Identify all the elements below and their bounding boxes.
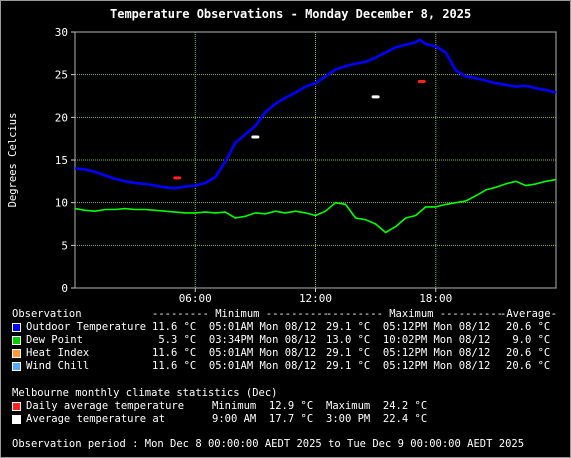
y-tick-label: 15 [55,154,68,167]
marker-daily-average-temperature [417,79,426,83]
legend-swatch-outdoor-temperature [12,323,21,332]
x-tick-label: 12:00 [299,292,332,305]
series-line-outdoor-temperature [74,38,557,190]
row-name-outdoor-temperature: Outdoor Temperature [26,321,147,333]
row-max-dew-point: 13.0 °C 10:02PM Mon 08/12 [326,334,491,346]
table-header-minimum: --------- Minimum ---------- [152,308,330,320]
legend-swatch-dew-point [12,336,21,345]
y-tick-label: 5 [61,239,68,252]
climate-label-average-at: Average temperature at [26,413,166,425]
climate-maximum-value: Maximum 24.2 °C [326,400,428,412]
observation-period: Observation period : Mon Dec 8 00:00:00 … [12,438,525,450]
climate-3pm-value: 3:00 PM 22.4 °C [326,413,428,425]
climate-heading: Melbourne monthly climate statistics (De… [12,387,278,399]
table-header-observation: Observation [12,308,82,320]
row-avg-outdoor-temperature: 20.6 °C [506,321,551,333]
row-name-wind-chill: Wind Chill [26,360,90,372]
row-avg-heat-index: 20.6 °C [506,347,551,359]
climate-minimum-value: Minimum 12.9 °C [212,400,314,412]
climate-label-daily-average: Daily average temperature [26,400,185,412]
climate-swatch-average-at [12,415,21,424]
row-min-heat-index: 11.6 °C 05:01AM Mon 08/12 [152,347,317,359]
x-tick-label: 06:00 [179,292,212,305]
climate-9am-value: 9:00 AM 17.7 °C [212,413,314,425]
table-header-average: -Average- [500,308,557,320]
x-tick-label: 18:00 [419,292,452,305]
y-tick-label: 0 [61,282,68,295]
table-header-maximum: --------- Maximum ---------- [326,308,504,320]
series-line-dew-point [74,178,557,234]
row-max-wind-chill: 29.1 °C 05:12PM Mon 08/12 [326,360,491,372]
y-tick-label: 10 [55,197,68,210]
chart-title: Temperature Observations - Monday Decemb… [110,7,472,21]
row-avg-dew-point: 9.0 °C [506,334,551,346]
row-name-dew-point: Dew Point [26,334,83,346]
row-name-heat-index: Heat Index [26,347,90,359]
marker-daily-average-temperature [173,176,182,180]
row-min-wind-chill: 11.6 °C 05:01AM Mon 08/12 [152,360,317,372]
row-min-outdoor-temperature: 11.6 °C 05:01AM Mon 08/12 [152,321,317,333]
y-tick-label: 30 [55,26,68,39]
row-max-outdoor-temperature: 29.1 °C 05:12PM Mon 08/12 [326,321,491,333]
y-axis-label: Degrees Celcius [7,113,19,208]
y-tick-label: 20 [55,111,68,124]
marker-average-temperature-at [251,135,260,139]
row-min-dew-point: 5.3 °C 03:34PM Mon 08/12 [152,334,317,346]
row-max-heat-index: 29.1 °C 05:12PM Mon 08/12 [326,347,491,359]
row-avg-wind-chill: 20.6 °C [506,360,551,372]
legend-swatch-wind-chill [12,362,21,371]
y-tick-label: 25 [55,69,68,82]
marker-average-temperature-at [371,95,380,99]
climate-swatch-daily-average [12,402,21,411]
legend-swatch-heat-index [12,349,21,358]
